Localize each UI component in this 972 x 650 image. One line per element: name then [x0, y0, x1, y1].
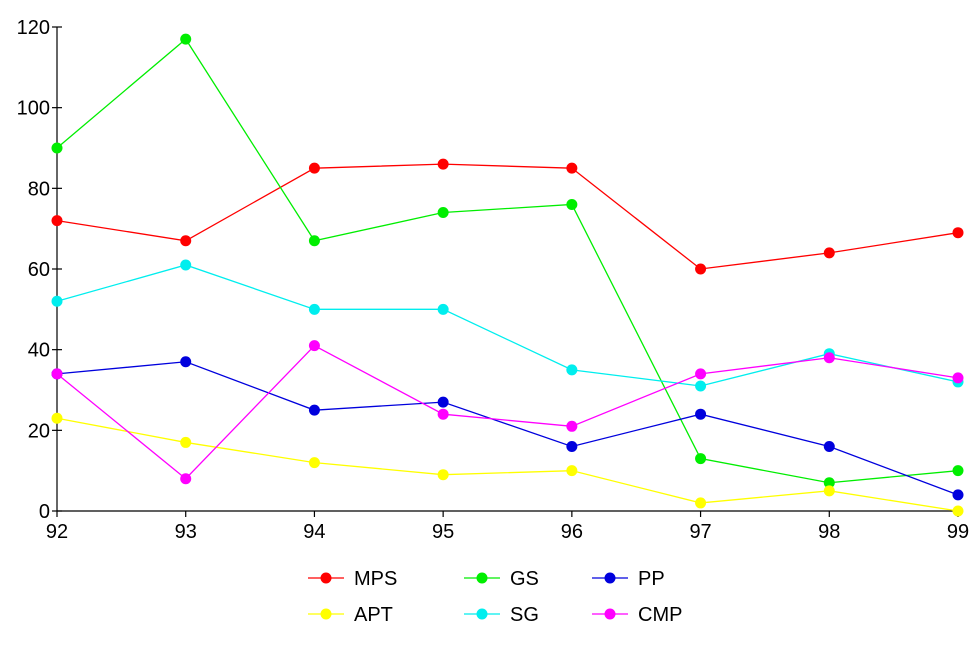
legend-label: MPS: [354, 568, 397, 590]
data-point: [51, 215, 63, 227]
legend-marker: [320, 608, 332, 620]
data-point: [823, 352, 835, 364]
data-point: [952, 505, 964, 517]
legend-label: GS: [510, 568, 539, 590]
data-point: [180, 356, 192, 368]
data-point: [823, 477, 835, 489]
data-point: [308, 303, 320, 315]
data-point: [566, 162, 578, 174]
series-line: [56, 361, 959, 496]
data-point: [952, 227, 964, 239]
series-cmp: [51, 340, 964, 485]
data-point: [308, 162, 320, 174]
data-point: [180, 473, 192, 485]
data-point: [566, 420, 578, 432]
data-point: [823, 485, 835, 497]
data-point: [566, 198, 578, 210]
data-point: [695, 408, 707, 420]
data-point: [437, 303, 449, 315]
legend-item-cmp: CMP: [592, 604, 682, 626]
data-point: [952, 465, 964, 477]
data-point: [566, 440, 578, 452]
data-point: [695, 263, 707, 275]
data-point: [437, 396, 449, 408]
legend-marker: [476, 608, 488, 620]
data-point: [180, 33, 192, 45]
data-point: [51, 368, 63, 380]
legend-item-sg: SG: [464, 604, 539, 626]
data-point: [695, 497, 707, 509]
series-mps: [51, 158, 964, 275]
data-point: [180, 436, 192, 448]
y-tick-label: 60: [28, 259, 50, 281]
data-point: [308, 457, 320, 469]
data-point: [437, 408, 449, 420]
series-line: [56, 264, 959, 387]
x-ticks: 92 93 94 95 96 97 98 99: [46, 511, 969, 543]
series-line: [56, 417, 959, 512]
legend-marker: [604, 608, 616, 620]
x-tick-label: 94: [303, 521, 325, 543]
legend-label: CMP: [638, 604, 682, 626]
data-point: [566, 364, 578, 376]
data-point: [180, 259, 192, 271]
x-tick-label: 97: [689, 521, 711, 543]
x-tick-label: 95: [432, 521, 454, 543]
legend-marker: [604, 572, 616, 584]
legend-marker: [476, 572, 488, 584]
x-tick-label: 98: [818, 521, 840, 543]
legend-label: APT: [354, 604, 393, 626]
x-tick-label: 96: [561, 521, 583, 543]
y-ticks: 0 20 40 60 80 100 120: [17, 17, 62, 523]
x-tick-label: 93: [175, 521, 197, 543]
x-tick-label: 92: [46, 521, 68, 543]
data-point: [180, 235, 192, 247]
data-point: [437, 158, 449, 170]
series-line: [56, 163, 959, 270]
series-layer: [51, 33, 964, 517]
series-line: [56, 38, 959, 484]
data-point: [695, 368, 707, 380]
data-point: [695, 453, 707, 465]
data-point: [51, 412, 63, 424]
legend-item-pp: PP: [592, 568, 665, 590]
data-point: [823, 440, 835, 452]
data-point: [51, 142, 63, 154]
data-point: [952, 372, 964, 384]
legend-label: PP: [638, 568, 665, 590]
legend-item-apt: APT: [308, 604, 393, 626]
y-tick-label: 100: [17, 98, 50, 120]
series-apt: [51, 412, 964, 517]
y-tick-label: 0: [39, 501, 50, 523]
data-point: [308, 340, 320, 352]
data-point: [695, 380, 707, 392]
y-tick-label: 120: [17, 17, 50, 39]
y-tick-label: 20: [28, 420, 50, 442]
data-point: [566, 465, 578, 477]
data-point: [952, 489, 964, 501]
series-sg: [51, 259, 964, 392]
axes: 0 20 40 60 80 100 120 92 93 94 95 96 97 98 99: [17, 17, 970, 543]
data-point: [823, 247, 835, 259]
data-point: [308, 404, 320, 416]
series-line: [56, 344, 959, 480]
data-point: [437, 469, 449, 481]
y-tick-label: 80: [28, 178, 50, 200]
data-point: [437, 207, 449, 219]
x-tick-label: 99: [947, 521, 969, 543]
data-point: [51, 295, 63, 307]
legend-label: SG: [510, 604, 539, 626]
y-tick-label: 40: [28, 340, 50, 362]
series-gs: [51, 33, 964, 489]
legend: MPS GS PP APT SG CMP: [308, 568, 682, 626]
legend-marker: [320, 572, 332, 584]
legend-item-gs: GS: [464, 568, 539, 590]
legend-item-mps: MPS: [308, 568, 397, 590]
data-point: [308, 235, 320, 247]
